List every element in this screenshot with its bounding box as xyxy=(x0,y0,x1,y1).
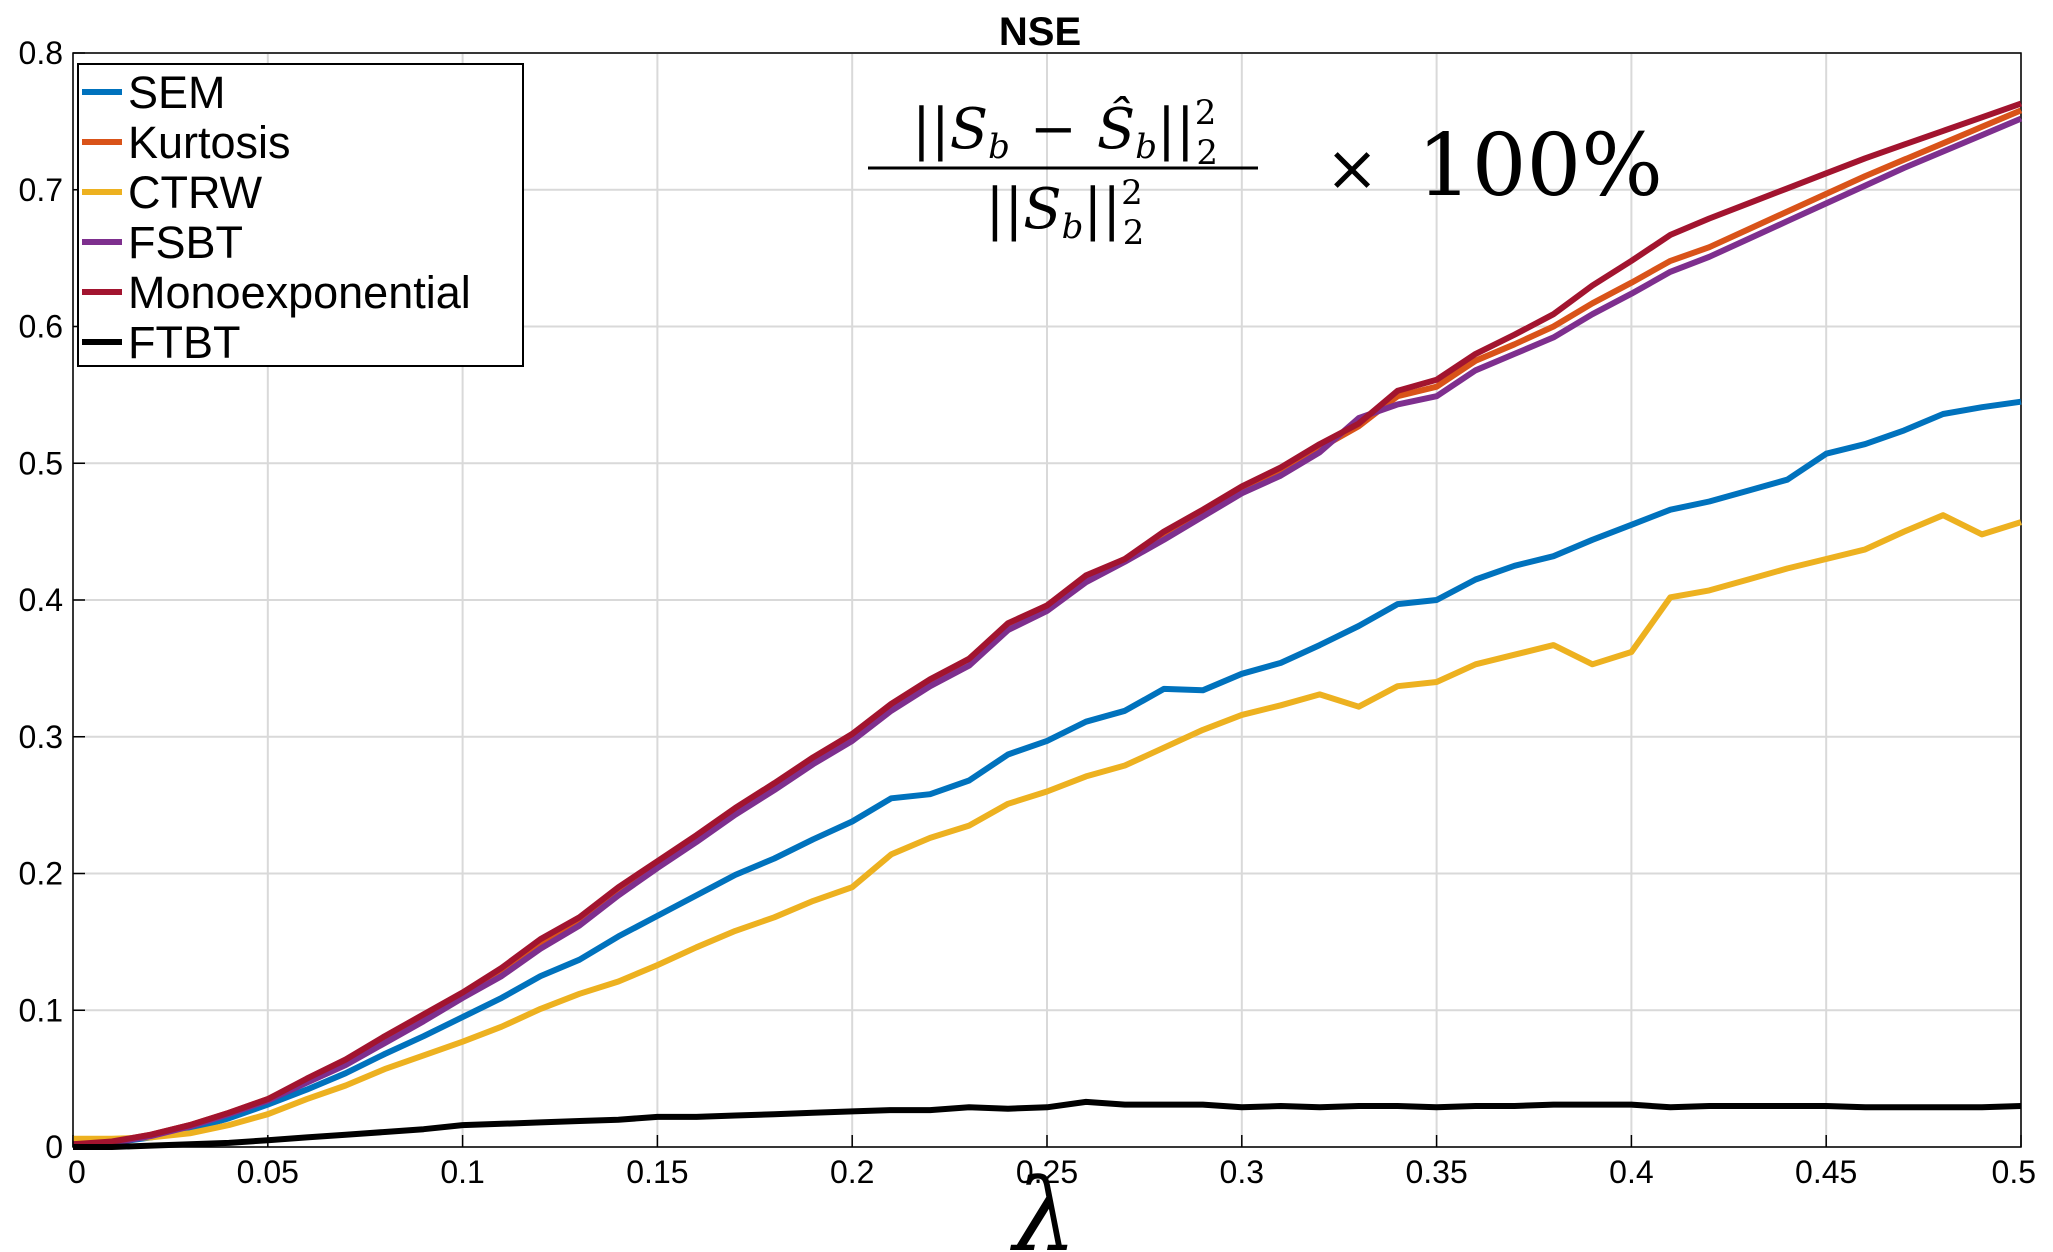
y-tick-label: 0.6 xyxy=(19,309,63,345)
y-tick-label: 0.8 xyxy=(19,35,63,71)
y-tick-label: 0.2 xyxy=(19,856,63,892)
chart-title: NSE xyxy=(999,10,1081,54)
formula-num-sup: 2 xyxy=(1195,93,1217,133)
formula-num-sub2: b xyxy=(1135,127,1157,167)
y-tick-label: 0.7 xyxy=(19,172,63,208)
y-tick-label: 0.3 xyxy=(19,719,63,755)
series-layer xyxy=(72,100,2023,1150)
formula-den-sup: 2 xyxy=(1121,173,1143,213)
formula-num-sub1: b xyxy=(988,127,1010,167)
series-line-fsbt xyxy=(72,115,2023,1148)
formula-den-left: ||S xyxy=(986,177,1062,242)
legend-label-ftbt: FTBT xyxy=(128,317,240,368)
y-tick-label: 0.5 xyxy=(19,445,63,481)
x-tick-label: 0.25 xyxy=(1016,1154,1078,1190)
x-tick-label: 0.45 xyxy=(1795,1154,1857,1190)
legend-label-kurtosis: Kurtosis xyxy=(128,117,291,168)
y-tick-label: 0 xyxy=(45,1129,63,1165)
formula-num-left: ||S xyxy=(912,97,988,162)
series-line-monoexponential xyxy=(72,100,2022,1148)
svg-text:||Sb−Ŝb||22: ||Sb − Ŝb||2 2 xyxy=(912,93,1218,173)
x-tick-label: 0.35 xyxy=(1405,1154,1467,1190)
x-tick-label: 0.1 xyxy=(440,1154,484,1190)
legend-label-ctrw: CTRW xyxy=(128,167,263,218)
legend-label-fsbt: FSBT xyxy=(128,217,243,268)
legend-box xyxy=(77,63,524,367)
formula-den-sub: b xyxy=(1062,207,1084,247)
x-tick-label: 0.4 xyxy=(1609,1154,1653,1190)
formula-annotation: ||Sb − Ŝb||2 2 ||Sb||2 2 × 100% xyxy=(868,93,1663,253)
y-tick-label: 0.4 xyxy=(19,582,63,618)
tick-labels: 0 0.05 0.1 0.15 0.2 0.25 0.3 0.35 0.4 0.45 0.5 0 0.1… xyxy=(19,35,2036,1190)
series-line-ftbt xyxy=(73,1098,2022,1150)
legend-label-sem: SEM xyxy=(128,67,226,118)
x-tick-label: 0.3 xyxy=(1220,1154,1264,1190)
legend-label-monoexponential: Monoexponential xyxy=(128,267,471,318)
formula-percent: 100% xyxy=(1417,116,1663,216)
formula-times: × xyxy=(1325,132,1379,206)
x-tick-label: 0.5 xyxy=(1992,1154,2036,1190)
x-axis-label: λ xyxy=(1009,1157,1076,1252)
series-line-sem xyxy=(72,398,2022,1148)
svg-text:||Sb||22: ||Sb||2 2 xyxy=(986,173,1145,253)
x-tick-label: 0.05 xyxy=(237,1154,299,1190)
formula-minus: − xyxy=(1030,97,1077,162)
formula-num-right: || xyxy=(1157,97,1195,162)
y-tick-label: 0.1 xyxy=(19,992,63,1028)
x-tick-label: 0.15 xyxy=(626,1154,688,1190)
formula-den-right: || xyxy=(1083,177,1121,242)
formula-den-low: 2 xyxy=(1123,213,1145,253)
formula-num-low: 2 xyxy=(1196,133,1218,173)
series-line-ctrw xyxy=(73,512,2022,1142)
formula-num-hat: Ŝ xyxy=(1097,95,1135,162)
x-tick-label: 0 xyxy=(68,1154,86,1190)
x-tick-label: 0.2 xyxy=(830,1154,874,1190)
